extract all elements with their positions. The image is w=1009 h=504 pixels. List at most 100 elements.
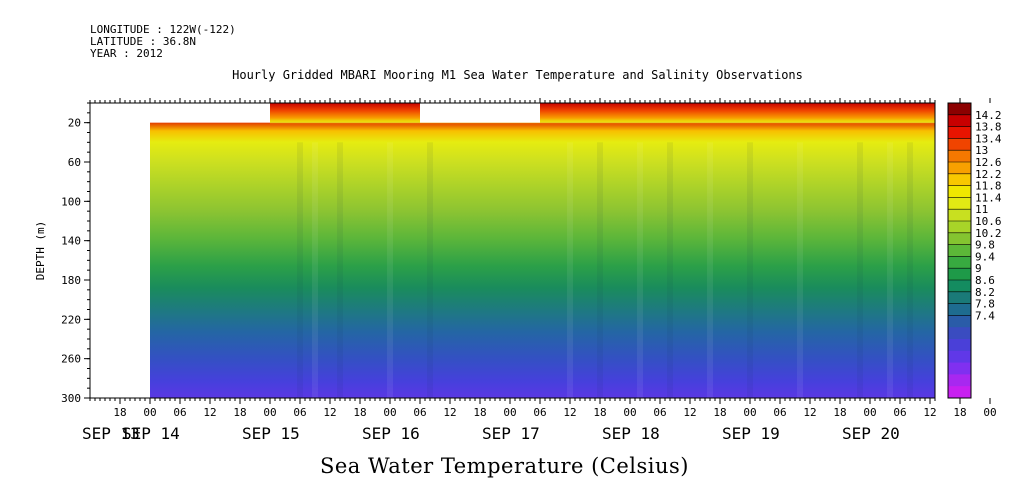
colorbar-label: 14.2 — [975, 109, 1002, 122]
colorbar-label: 7.4 — [975, 309, 995, 322]
colorbar-label: 12.6 — [975, 156, 1002, 169]
x-tick-label: 12 — [323, 406, 336, 419]
wave-feature — [707, 142, 713, 398]
y-tick-label: 260 — [61, 353, 81, 366]
colorbar-swatch — [948, 280, 971, 293]
colorbar-swatch — [948, 268, 971, 281]
year-label: YEAR : 2012 — [90, 47, 163, 60]
x-tick-label: 00 — [983, 406, 996, 419]
colorbar-swatch — [948, 138, 971, 151]
wave-feature — [597, 142, 603, 398]
y-tick-label: 100 — [61, 195, 81, 208]
x-day-label: SEP 19 — [722, 424, 780, 443]
colorbar-swatch — [948, 244, 971, 257]
x-tick-label: 00 — [143, 406, 156, 419]
colorbar-label: 13 — [975, 144, 988, 157]
y-tick-label: 140 — [61, 235, 81, 248]
x-tick-label: 18 — [113, 406, 126, 419]
colorbar-label: 9.8 — [975, 239, 995, 252]
x-tick-label: 06 — [893, 406, 906, 419]
x-day-label: SEP 13 — [82, 424, 140, 443]
wave-feature — [312, 142, 318, 398]
x-day-label: SEP 18 — [602, 424, 660, 443]
x-tick-label: 00 — [503, 406, 516, 419]
x-tick-label: 00 — [263, 406, 276, 419]
colorbar-label: 9 — [975, 262, 982, 275]
wave-feature — [567, 142, 573, 398]
x-tick-label: 18 — [473, 406, 486, 419]
x-tick-label: 12 — [683, 406, 696, 419]
y-tick-label: 300 — [61, 392, 81, 405]
wave-feature — [427, 142, 433, 398]
x-tick-label: 12 — [563, 406, 576, 419]
colorbar-label: 7.8 — [975, 298, 995, 311]
wave-feature — [857, 142, 863, 398]
latitude-label: LATITUDE : 36.8N — [90, 35, 196, 48]
x-tick-label: 06 — [293, 406, 306, 419]
colorbar-swatch — [948, 291, 971, 305]
wave-feature — [667, 142, 673, 398]
x-tick-label: 12 — [203, 406, 216, 419]
x-tick-label: 12 — [923, 406, 936, 419]
colorbar-frame — [947, 102, 972, 399]
wave-feature — [637, 142, 643, 398]
colorbar-swatch — [948, 232, 971, 246]
colorbar-swatch — [948, 197, 971, 210]
x-tick-label: 06 — [653, 406, 666, 419]
x-tick-label: 18 — [233, 406, 246, 419]
colorbar-swatch — [948, 103, 971, 116]
x-tick-label: 18 — [713, 406, 726, 419]
colorbar-swatch — [948, 350, 971, 364]
x-tick-label: 06 — [773, 406, 786, 419]
y-tick-label: 20 — [68, 117, 81, 130]
x-tick-label: 00 — [863, 406, 876, 419]
wave-feature — [337, 142, 343, 398]
x-tick-label: 18 — [353, 406, 366, 419]
x-tick-label: 18 — [833, 406, 846, 419]
colorbar-label: 11.8 — [975, 180, 1002, 193]
colorbar-swatch — [948, 362, 971, 375]
wave-feature — [887, 142, 893, 398]
colorbar-swatch — [948, 327, 971, 340]
y-tick-label: 220 — [61, 313, 81, 326]
x-day-label: SEP 15 — [242, 424, 300, 443]
colorbar-label: 10.2 — [975, 227, 1002, 240]
colorbar-swatch — [948, 162, 971, 175]
x-tick-label: 06 — [413, 406, 426, 419]
colorbar-swatch — [948, 339, 971, 352]
colorbar-swatch — [948, 209, 971, 222]
x-day-label: SEP 20 — [842, 424, 900, 443]
x-tick-label: 06 — [533, 406, 546, 419]
colorbar-label: 11 — [975, 203, 988, 216]
colorbar-label: 13.4 — [975, 132, 1002, 145]
colorbar-swatch — [948, 315, 971, 328]
colorbar-label: 10.6 — [975, 215, 1002, 228]
y-tick-label: 60 — [68, 156, 81, 169]
wave-feature — [907, 142, 913, 398]
colorbar-label: 11.4 — [975, 191, 1002, 204]
longitude-label: LONGITUDE : 122W(-122) — [90, 23, 236, 36]
colorbar-swatch — [948, 386, 971, 399]
colorbar-swatch — [948, 114, 971, 128]
x-tick-label: 00 — [623, 406, 636, 419]
colorbar-swatch — [948, 126, 971, 139]
x-tick-label: 00 — [383, 406, 396, 419]
surface-warm-layer — [270, 103, 935, 125]
temperature-heatmap-chart: 20 60 100 140 180 220 260 300 DEPTH (m) 18 00 06 12 1… — [34, 98, 1002, 443]
variable-title: Sea Water Temperature (Celsius) — [319, 454, 689, 478]
x-day-label: SEP 17 — [482, 424, 540, 443]
x-day-label: SEP 16 — [362, 424, 420, 443]
x-tick-label: 00 — [743, 406, 756, 419]
colorbar-swatch — [948, 173, 971, 187]
colorbar-swatch — [948, 303, 971, 316]
colorbar-label: 13.8 — [975, 121, 1002, 134]
colorbar-swatch — [948, 150, 971, 163]
temperature-field — [150, 122, 935, 399]
colorbar-label: 9.4 — [975, 250, 995, 263]
y-tick-label: 180 — [61, 274, 81, 287]
x-tick-label: 18 — [593, 406, 606, 419]
wave-feature — [387, 142, 393, 398]
colorbar-swatch — [948, 256, 971, 269]
wave-feature — [797, 142, 803, 398]
x-tick-label: 18 — [953, 406, 966, 419]
